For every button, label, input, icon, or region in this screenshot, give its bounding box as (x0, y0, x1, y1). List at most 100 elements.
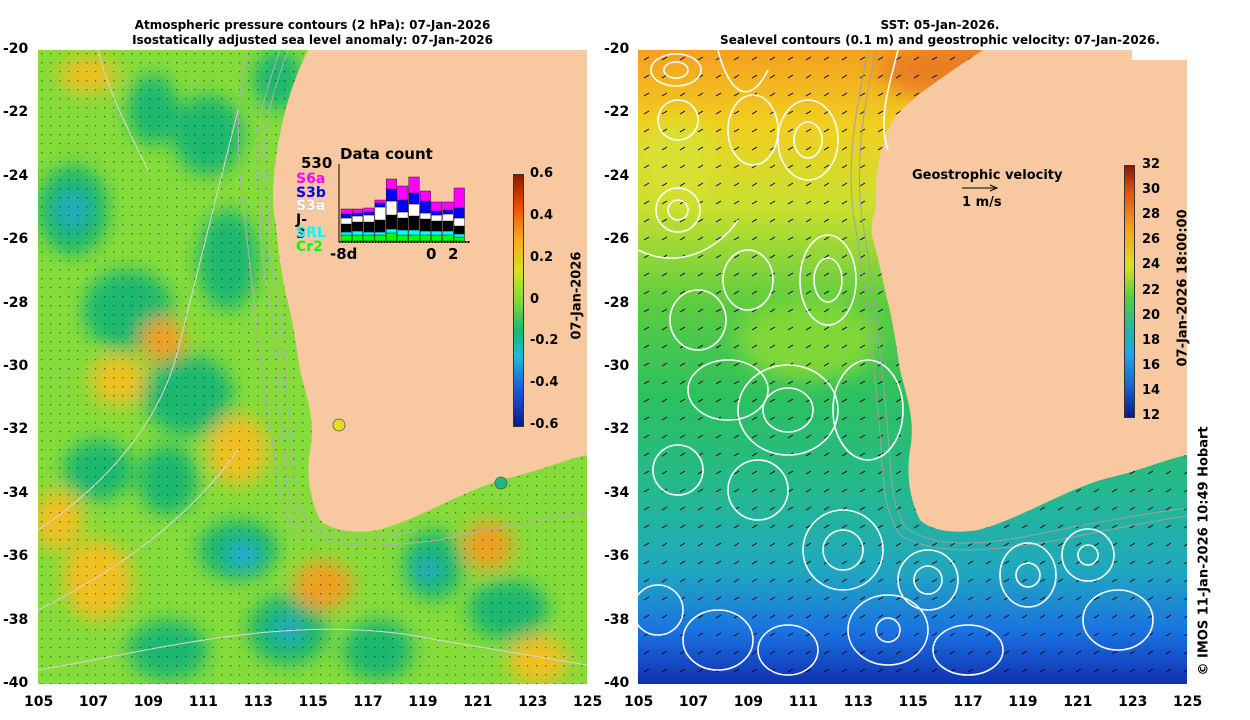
data-count-bar-segment (431, 220, 443, 232)
data-count-bar-segment (352, 234, 363, 242)
data-count-bar-segment (408, 234, 420, 242)
data-count-bar-segment (352, 221, 363, 232)
data-count-bar-segment (340, 213, 352, 219)
data-count-bar-segment (352, 215, 363, 223)
lon-tick-left: 111 (188, 694, 218, 710)
data-count-bar-segment (431, 234, 443, 242)
lon-tick-right: 107 (678, 694, 709, 710)
lat-tick-left: -40 (3, 675, 29, 691)
data-count-bar-segment (397, 234, 409, 242)
sst-colorbar-tick: 22 (1142, 282, 1161, 298)
sst-colorbar-tick: 30 (1142, 182, 1161, 198)
data-count-bar-segment (397, 229, 409, 236)
data-count-bar-segment (419, 212, 431, 220)
lon-tick-right: 105 (624, 694, 654, 710)
data-count-bar-segment (374, 234, 386, 242)
sla-colorbar-tick: 0.4 (530, 207, 554, 223)
data-count-bar-segment (419, 190, 431, 202)
lon-tick-left: 121 (463, 694, 493, 710)
lat-tick-right: -30 (604, 358, 630, 374)
left-title-line2: Isostatically adjusted sea level anomaly… (132, 33, 493, 47)
land-australia-sst (871, 50, 1187, 532)
data-count-bar-segment (408, 203, 420, 217)
sla-colorbar-tick: 0.2 (530, 249, 554, 265)
sst-colorbar (1124, 165, 1135, 418)
sst-colorbar-tick: 12 (1142, 408, 1161, 423)
data-count-bar-segment (408, 176, 420, 194)
lat-tick-right: -24 (604, 167, 630, 184)
data-count-bar-segment (453, 233, 465, 238)
sst-colorbar-label: 07-Jan-2026 18:00:00 (1175, 209, 1191, 367)
imos-credit: © IMOS 11-Jan-2026 10:49 Hobart (1196, 426, 1212, 676)
data-count-bar-segment (363, 231, 375, 236)
sla-map (38, 50, 587, 684)
lat-tick-left: -30 (3, 358, 29, 374)
data-count-bar-segment (374, 219, 386, 233)
data-count-bar-segment (386, 214, 397, 230)
data-count-bar-segment (374, 206, 386, 221)
lat-tick-left: -24 (3, 167, 29, 184)
sla-colorbar-tick: -0.2 (530, 333, 559, 349)
data-count-bar-segment (408, 229, 420, 236)
data-count-bar-segment (453, 225, 465, 235)
mission-label-srl: SRL (296, 225, 326, 241)
lon-tick-left: 115 (298, 694, 328, 710)
mission-label-s3b: S3b (296, 184, 326, 201)
data-count-bar-segment (397, 185, 409, 201)
data-count-bar-segment (431, 201, 443, 212)
lon-tick-right: 125 (1173, 694, 1203, 710)
lon-tick-left: 125 (573, 694, 603, 710)
lat-tick-right: -20 (604, 41, 630, 57)
data-count-bar-segment (386, 200, 397, 216)
data-count-x-start: -8d (330, 245, 358, 263)
lon-tick-left: 123 (518, 694, 548, 710)
data-count-bar-segment (340, 208, 352, 215)
data-count-title: Data count (340, 145, 433, 163)
lat-tick-left: -32 (3, 421, 29, 438)
lon-tick-right: 111 (788, 694, 818, 710)
lat-tick-left: -28 (3, 294, 29, 311)
data-count-bar-segment (386, 228, 397, 234)
data-count-bar-segment (408, 192, 420, 205)
data-count-bar-segment (386, 232, 397, 242)
bathymetry-contours-sst (850, 50, 1187, 551)
data-count-x-end: 2 (448, 245, 459, 263)
data-count-max: 530 (301, 154, 333, 172)
sst-colorbar-tick: 18 (1142, 332, 1161, 348)
data-count-bar-segment (442, 209, 454, 215)
lat-tick-right: -38 (604, 611, 630, 628)
land-australia (272, 50, 587, 532)
data-count-bar-segment (453, 187, 465, 209)
lat-tick-left: -26 (3, 231, 29, 248)
sst-colorbar-tick: 16 (1142, 357, 1161, 373)
lon-tick-right: 123 (1118, 694, 1148, 710)
data-count-bar-segment (363, 207, 375, 213)
lon-tick-right: 115 (898, 694, 928, 710)
right-title-line1: SST: 05-Jan-2026. (880, 18, 1000, 32)
lon-tick-left: 113 (243, 694, 273, 710)
sealevel-contours (638, 50, 1154, 676)
data-count-bar-segment (397, 199, 409, 213)
data-count-bar-segment (352, 230, 363, 236)
pressure-contours (38, 50, 587, 671)
lat-tick-right: -22 (604, 104, 630, 121)
lat-tick-left: -22 (3, 104, 29, 121)
sst-colorbar-tick: 20 (1142, 307, 1161, 323)
bathymetry-contours (237, 50, 587, 546)
lon-tick-right: 121 (1063, 694, 1093, 710)
sst-colorbar-tick: 26 (1142, 232, 1161, 248)
velocity-legend-title: Geostrophic velocity (912, 168, 1063, 183)
data-count-bar-segment (419, 234, 431, 242)
lat-tick-left: -38 (3, 611, 29, 628)
data-count-bar-segment (442, 234, 454, 242)
data-count-bar-segment (340, 234, 352, 242)
sla-colorbar-label: 07-Jan-2026 (569, 251, 585, 340)
lon-tick-right: 119 (1008, 694, 1038, 710)
data-count-bar-segment (374, 199, 386, 204)
sla-colorbar-tick: 0 (530, 291, 540, 307)
lat-tick-left: -34 (3, 484, 29, 501)
data-count-bar-segment (419, 230, 431, 236)
data-count-bar-segment (340, 231, 352, 236)
data-count-bar-segment (419, 200, 431, 214)
data-count-bar-segment (431, 214, 443, 222)
